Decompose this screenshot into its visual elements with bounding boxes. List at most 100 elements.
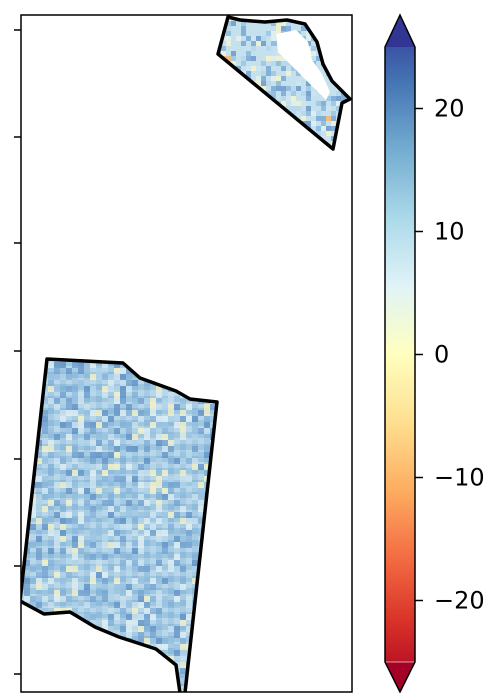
- raster-pixel: [261, 76, 266, 81]
- raster-pixel: [114, 602, 120, 608]
- raster-pixel: [48, 398, 54, 404]
- raster-pixel: [326, 131, 331, 136]
- raster-pixel: [236, 66, 241, 71]
- raster-pixel: [231, 21, 236, 26]
- raster-pixel: [42, 506, 48, 512]
- raster-pixel: [301, 116, 306, 121]
- raster-pixel: [48, 440, 54, 446]
- raster-pixel: [174, 626, 180, 632]
- raster-pixel: [36, 458, 42, 464]
- raster-pixel: [281, 61, 286, 66]
- raster-pixel: [168, 404, 174, 410]
- raster-pixel: [132, 434, 138, 440]
- raster-pixel: [78, 542, 84, 548]
- raster-pixel: [168, 446, 174, 452]
- raster-pixel: [42, 590, 48, 596]
- raster-pixel: [96, 530, 102, 536]
- raster-pixel: [108, 506, 114, 512]
- raster-pixel: [66, 368, 72, 374]
- raster-pixel: [226, 41, 231, 46]
- raster-pixel: [156, 554, 162, 560]
- raster-pixel: [271, 56, 276, 61]
- raster-pixel: [48, 464, 54, 470]
- raster-pixel: [48, 374, 54, 380]
- raster-pixel: [36, 524, 42, 530]
- raster-pixel: [36, 452, 42, 458]
- raster-pixel: [204, 464, 210, 470]
- raster-pixel: [108, 440, 114, 446]
- raster-pixel: [321, 106, 326, 111]
- raster-pixel: [150, 614, 156, 620]
- raster-pixel: [78, 482, 84, 488]
- raster-pixel: [66, 488, 72, 494]
- raster-pixel: [114, 506, 120, 512]
- raster-pixel: [198, 482, 204, 488]
- raster-pixel: [114, 530, 120, 536]
- raster-pixel: [144, 626, 150, 632]
- raster-pixel: [132, 620, 138, 626]
- raster-pixel: [42, 476, 48, 482]
- raster-pixel: [271, 91, 276, 96]
- raster-pixel: [102, 434, 108, 440]
- raster-pixel: [174, 500, 180, 506]
- raster-pixel: [156, 458, 162, 464]
- raster-pixel: [174, 458, 180, 464]
- raster-pixel: [180, 632, 186, 638]
- raster-pixel: [60, 506, 66, 512]
- raster-pixel: [226, 21, 231, 26]
- raster-pixel: [126, 542, 132, 548]
- raster-pixel: [48, 524, 54, 530]
- raster-pixel: [114, 548, 120, 554]
- raster-pixel: [66, 596, 72, 602]
- raster-pixel: [42, 494, 48, 500]
- raster-pixel: [66, 428, 72, 434]
- raster-pixel: [144, 446, 150, 452]
- raster-pixel: [162, 494, 168, 500]
- raster-pixel: [114, 524, 120, 530]
- raster-pixel: [126, 632, 132, 638]
- raster-pixel: [132, 584, 138, 590]
- raster-pixel: [162, 428, 168, 434]
- raster-pixel: [60, 572, 66, 578]
- raster-pixel: [126, 506, 132, 512]
- raster-pixel: [36, 584, 42, 590]
- raster-pixel: [66, 476, 72, 482]
- raster-pixel: [144, 518, 150, 524]
- raster-pixel: [306, 81, 311, 86]
- raster-pixel: [316, 126, 321, 131]
- raster-pixel: [114, 488, 120, 494]
- raster-pixel: [138, 542, 144, 548]
- raster-pixel: [114, 368, 120, 374]
- raster-pixel: [174, 566, 180, 572]
- raster-pixel: [78, 452, 84, 458]
- raster-pixel: [114, 446, 120, 452]
- raster-pixel: [231, 56, 236, 61]
- raster-pixel: [156, 476, 162, 482]
- raster-pixel: [144, 608, 150, 614]
- raster-pixel: [78, 470, 84, 476]
- raster-pixel: [221, 51, 226, 56]
- raster-pixel: [78, 500, 84, 506]
- raster-pixel: [60, 482, 66, 488]
- raster-pixel: [138, 620, 144, 626]
- raster-pixel: [286, 21, 291, 26]
- raster-pixel: [226, 56, 231, 61]
- raster-pixel: [102, 542, 108, 548]
- raster-pixel: [132, 626, 138, 632]
- raster-pixel: [306, 91, 311, 96]
- raster-pixel: [150, 398, 156, 404]
- raster-pixel: [180, 422, 186, 428]
- raster-pixel: [306, 111, 311, 116]
- raster-pixel: [108, 452, 114, 458]
- raster-pixel: [120, 560, 126, 566]
- raster-pixel: [120, 482, 126, 488]
- raster-pixel: [90, 362, 96, 368]
- raster-pixel: [102, 374, 108, 380]
- raster-pixel: [102, 476, 108, 482]
- raster-pixel: [126, 380, 132, 386]
- raster-pixel: [241, 31, 246, 36]
- raster-pixel: [126, 518, 132, 524]
- raster-pixel: [84, 386, 90, 392]
- raster-pixel: [144, 470, 150, 476]
- raster-pixel: [72, 458, 78, 464]
